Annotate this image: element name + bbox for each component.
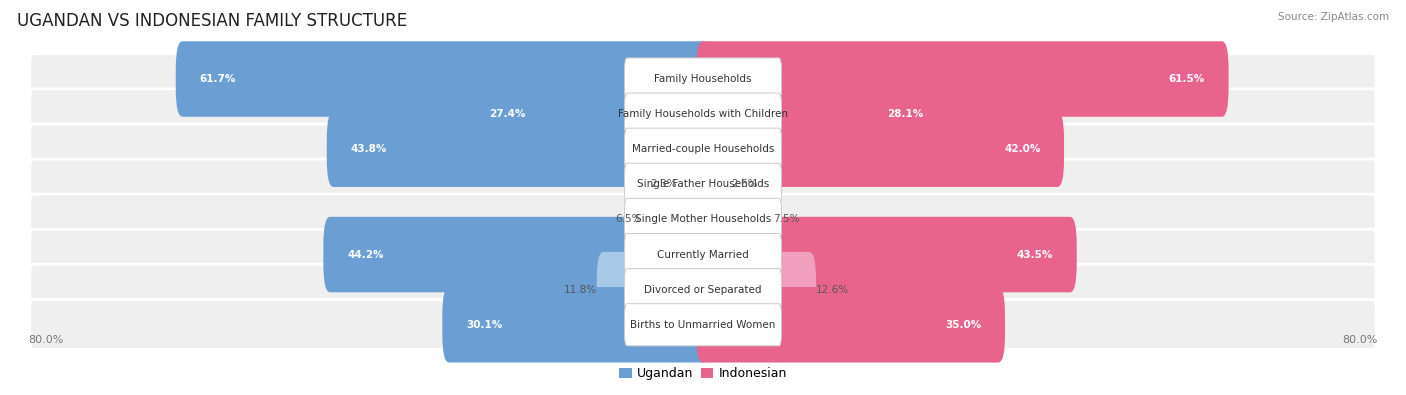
Text: 27.4%: 27.4% [489,109,526,119]
Text: 11.8%: 11.8% [564,285,596,295]
FancyBboxPatch shape [696,147,731,222]
FancyBboxPatch shape [696,217,1077,292]
FancyBboxPatch shape [624,128,782,170]
FancyBboxPatch shape [30,229,1376,280]
Text: 44.2%: 44.2% [347,250,384,260]
Text: 30.1%: 30.1% [465,320,502,330]
Text: 12.6%: 12.6% [815,285,849,295]
Text: 61.7%: 61.7% [200,74,236,84]
Text: Married-couple Households: Married-couple Households [631,144,775,154]
Text: 42.0%: 42.0% [1004,144,1040,154]
FancyBboxPatch shape [30,264,1376,315]
Text: Single Father Households: Single Father Households [637,179,769,189]
FancyBboxPatch shape [641,182,710,257]
Text: Divorced or Separated: Divorced or Separated [644,285,762,295]
FancyBboxPatch shape [596,252,710,327]
Text: 28.1%: 28.1% [887,109,924,119]
Text: 80.0%: 80.0% [1343,335,1378,345]
FancyBboxPatch shape [696,41,1229,117]
FancyBboxPatch shape [696,252,815,327]
FancyBboxPatch shape [624,163,782,205]
FancyBboxPatch shape [323,217,710,292]
FancyBboxPatch shape [465,76,710,152]
FancyBboxPatch shape [624,93,782,135]
Text: 2.3%: 2.3% [651,179,676,189]
Text: Births to Unmarried Women: Births to Unmarried Women [630,320,776,330]
FancyBboxPatch shape [30,124,1376,175]
Legend: Ugandan, Indonesian: Ugandan, Indonesian [620,367,786,380]
FancyBboxPatch shape [624,198,782,241]
Text: 43.8%: 43.8% [350,144,387,154]
FancyBboxPatch shape [30,89,1376,139]
FancyBboxPatch shape [176,41,710,117]
FancyBboxPatch shape [696,111,1064,187]
FancyBboxPatch shape [624,304,782,346]
Text: Currently Married: Currently Married [657,250,749,260]
FancyBboxPatch shape [30,159,1376,210]
FancyBboxPatch shape [696,182,773,257]
FancyBboxPatch shape [30,194,1376,245]
FancyBboxPatch shape [326,111,710,187]
Text: Family Households with Children: Family Households with Children [619,109,787,119]
Text: Family Households: Family Households [654,74,752,84]
Text: Single Mother Households: Single Mother Households [636,214,770,224]
Text: UGANDAN VS INDONESIAN FAMILY STRUCTURE: UGANDAN VS INDONESIAN FAMILY STRUCTURE [17,12,406,30]
FancyBboxPatch shape [696,76,946,152]
FancyBboxPatch shape [676,147,710,222]
Text: 35.0%: 35.0% [945,320,981,330]
Text: 6.5%: 6.5% [614,214,641,224]
FancyBboxPatch shape [624,269,782,311]
Text: 7.5%: 7.5% [773,214,800,224]
FancyBboxPatch shape [624,58,782,100]
Text: 43.5%: 43.5% [1017,250,1053,260]
FancyBboxPatch shape [624,233,782,276]
FancyBboxPatch shape [30,299,1376,350]
FancyBboxPatch shape [696,287,1005,363]
Text: Source: ZipAtlas.com: Source: ZipAtlas.com [1278,12,1389,22]
Text: 61.5%: 61.5% [1168,74,1205,84]
Text: 80.0%: 80.0% [28,335,63,345]
FancyBboxPatch shape [443,287,710,363]
Text: 2.6%: 2.6% [731,179,758,189]
FancyBboxPatch shape [30,54,1376,104]
